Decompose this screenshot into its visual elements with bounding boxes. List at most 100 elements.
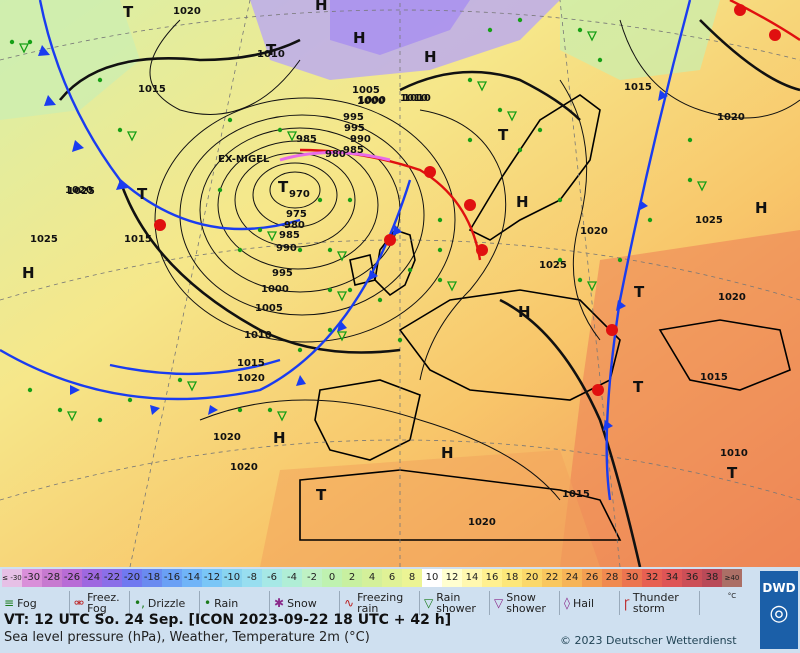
weather-legend-label: Thunder storm [632, 591, 679, 615]
isobar-value-label: 1010 [403, 93, 431, 104]
scale-cell: -14 [182, 569, 202, 587]
scale-cell: 6 [382, 569, 402, 587]
rain-symbol [227, 117, 233, 123]
rain-symbol [267, 407, 273, 413]
isobar-value-label: 1020 [173, 6, 201, 17]
rain-symbol [437, 217, 443, 223]
scale-cell: -24 [82, 569, 102, 587]
weather-legend-item: ⚮ Freez. Fog [70, 591, 130, 615]
rain-symbol [647, 217, 653, 223]
weather-legend-item: •, Drizzle [130, 591, 200, 615]
low-center: T [633, 378, 644, 396]
map-subtitle: Sea level pressure (hPa), Weather, Tempe… [4, 630, 370, 645]
rain-symbol [467, 77, 473, 83]
rain-symbol [317, 197, 323, 203]
low-center: T [137, 185, 148, 203]
scale-cell: 24 [562, 569, 582, 587]
rain-symbol [407, 267, 413, 273]
scale-cell: 30 [622, 569, 642, 587]
isobar-value-label: 1000 [261, 284, 289, 295]
rain-symbol [237, 247, 243, 253]
rain-symbol [127, 397, 133, 403]
scale-cell: 28 [602, 569, 622, 587]
shower-symbol [696, 181, 708, 192]
isobar-value-label: 1015 [138, 84, 166, 95]
high-center: H [518, 303, 531, 321]
weather-legend-label: Freezing rain [357, 591, 404, 615]
rain-symbol [437, 247, 443, 253]
weather-legend-item: ▽ Snow shower [490, 591, 560, 615]
isobar-value-label: 975 [286, 209, 307, 220]
isobar-value-label: 1020 [580, 226, 608, 237]
rain-symbol [327, 287, 333, 293]
rain-symbol [327, 327, 333, 333]
isobar-value-label: 980 [325, 149, 346, 160]
scale-cell: -22 [102, 569, 122, 587]
scale-cell: ≥40 °C [722, 569, 742, 600]
rain-symbol [517, 147, 523, 153]
scale-cell: -2 [302, 569, 322, 587]
rain-symbol [687, 177, 693, 183]
cool-area-west [0, 0, 140, 120]
high-center: H [516, 193, 529, 211]
low-center: T [123, 3, 134, 21]
scale-cell: -12 [202, 569, 222, 587]
dwd-logo-icon: ◎ [769, 601, 789, 626]
scale-cell: 16 [482, 569, 502, 587]
cold-front-east [605, 0, 692, 501]
rain-symbol [597, 57, 603, 63]
weather-symbols [9, 17, 708, 423]
occluded-front [279, 151, 391, 162]
isobars [149, 19, 800, 501]
scale-cell: 10 [422, 569, 442, 587]
isobar-value-label: 1025 [539, 260, 567, 271]
rain-symbol [237, 407, 243, 413]
shower-symbol [18, 43, 30, 54]
shower-symbol [336, 331, 348, 342]
scale-cell: 0 [322, 569, 342, 587]
scale-cell: 20 [522, 569, 542, 587]
shower-symbol [506, 111, 518, 122]
weather-legend-item: ◊ Hail [560, 591, 620, 615]
weather-symbol-icon: Ꞅ [624, 596, 630, 611]
shower-symbol [286, 131, 298, 142]
weather-symbol-icon: ▽ [424, 596, 434, 610]
isobar-value-label: 1010 [244, 330, 272, 341]
isobar-value-label: 990 [350, 134, 371, 145]
low-center: T [634, 283, 645, 301]
isobar-value-label: 1000 [357, 96, 385, 107]
cold-front-atlantic [0, 179, 412, 401]
shower-symbol [476, 81, 488, 92]
isobar-value-label: 1025 [67, 186, 95, 197]
high-center: H [424, 48, 437, 66]
rain-symbol [27, 39, 33, 45]
isobar-value-label: 1020 [230, 462, 258, 473]
isobar-value-label: 980 [284, 220, 305, 231]
weather-symbol-icon: • [204, 596, 212, 610]
isobar-value-label: 1020 [213, 432, 241, 443]
shower-symbol [126, 131, 138, 142]
isobar-value-label: 1005 [352, 85, 380, 96]
isobar-value-label: 1015 [562, 489, 590, 500]
warm-front-east [729, 0, 800, 41]
rain-symbol [467, 137, 473, 143]
valid-time: VT: 12 UTC So. 24 Sep. [ICON 2023-09-22 … [4, 612, 452, 628]
rain-symbol [517, 17, 523, 23]
weather-legend-item: ✱ Snow [270, 591, 340, 615]
scale-cell: 8 [402, 569, 422, 587]
isobars-bold [58, 19, 800, 567]
low-center: T [278, 178, 289, 196]
weather-legend-item: ≡ Fog [0, 591, 70, 615]
isobar-value-label: 1025 [30, 234, 58, 245]
rain-symbol [297, 247, 303, 253]
rain-symbol [687, 137, 693, 143]
copyright: © 2023 Deutscher Wetterdienst [560, 634, 737, 647]
scale-cell: -8 [242, 569, 262, 587]
scale-cell: -16 [162, 569, 182, 587]
scale-cell: 18 [502, 569, 522, 587]
isobar-value-label: 1015 [124, 234, 152, 245]
rain-symbol [617, 257, 623, 263]
high-center: H [273, 429, 286, 447]
rain-symbol [347, 287, 353, 293]
scale-cell: -4 [282, 569, 302, 587]
